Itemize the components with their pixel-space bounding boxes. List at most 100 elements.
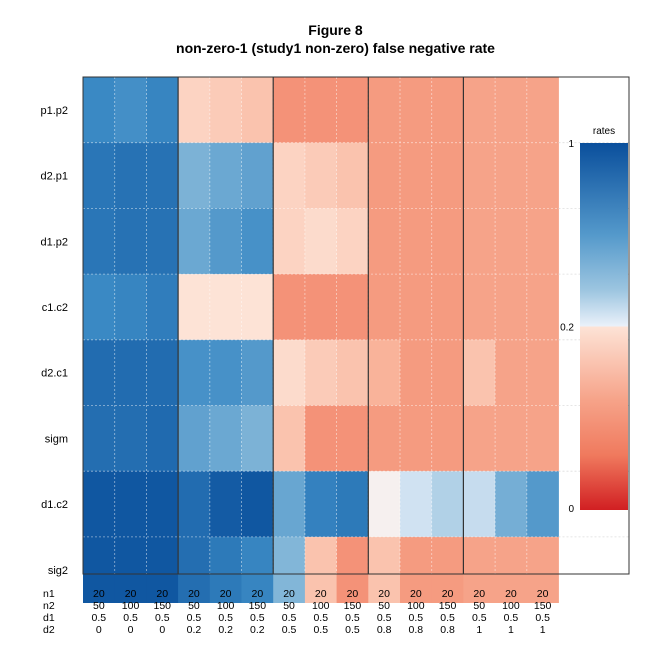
heatmap-cell xyxy=(463,536,496,603)
heatmap-cell xyxy=(495,536,528,603)
heatmap-cell xyxy=(304,536,337,603)
heatmap-cell xyxy=(526,208,559,275)
heatmap-cell xyxy=(400,339,433,406)
heatmap-cell xyxy=(463,405,496,472)
column-label: 1 xyxy=(508,624,514,636)
heatmap-cell xyxy=(178,339,211,406)
heatmap-cell xyxy=(431,536,464,603)
column-label: 100 xyxy=(217,600,235,612)
plot-border xyxy=(82,76,630,575)
heatmap-cell xyxy=(368,471,401,538)
column-label: 100 xyxy=(502,600,520,612)
heatmap-cell xyxy=(368,339,401,406)
x-factor-name: n2 xyxy=(43,600,55,612)
heatmap-cell xyxy=(273,142,306,209)
column-label: 0.5 xyxy=(218,612,233,624)
heatmap-cell xyxy=(463,274,496,341)
column-label: 0.5 xyxy=(123,612,138,624)
figure-subtitle: non-zero-1 (study1 non-zero) false negat… xyxy=(176,40,495,56)
heatmap-cell xyxy=(146,274,179,341)
heatmap-cell xyxy=(526,405,559,472)
heatmap-cell xyxy=(431,274,464,341)
column-label: 20 xyxy=(537,588,549,600)
row-label: c1.c2 xyxy=(42,302,68,314)
heatmap-cell xyxy=(431,339,464,406)
row-label: d1.p2 xyxy=(40,236,68,248)
heatmap-cell xyxy=(114,274,147,341)
heatmap-cell xyxy=(495,208,528,275)
column-label: 0.5 xyxy=(250,612,265,624)
column-label: 20 xyxy=(442,588,454,600)
column-label: 0.5 xyxy=(504,612,519,624)
heatmap-cell xyxy=(83,274,116,341)
heatmap-cell xyxy=(463,471,496,538)
heatmap-cell xyxy=(83,208,116,275)
column-label: 0.5 xyxy=(535,612,550,624)
heatmap-cell xyxy=(495,142,528,209)
figure-title: Figure 8 xyxy=(308,22,363,38)
heatmap-cell xyxy=(526,339,559,406)
legend-colorbar xyxy=(580,143,628,510)
heatmap-cell xyxy=(336,471,369,538)
column-label: 0.5 xyxy=(155,612,170,624)
heatmap-cell xyxy=(209,339,242,406)
legend-tick-label: 0 xyxy=(568,504,574,515)
heatmap-cell xyxy=(146,142,179,209)
heatmap-cell xyxy=(368,77,401,144)
heatmap-cell xyxy=(241,142,274,209)
heatmap-cell xyxy=(178,274,211,341)
column-label: 0 xyxy=(159,624,165,636)
heatmap-cell xyxy=(463,77,496,144)
heatmap-cell xyxy=(304,274,337,341)
legend-title: rates xyxy=(593,126,615,137)
column-label: 20 xyxy=(347,588,359,600)
column-label: 50 xyxy=(283,600,295,612)
heatmap-cell xyxy=(146,536,179,603)
heatmap-cell xyxy=(304,339,337,406)
row-label: d2.p1 xyxy=(40,171,68,183)
heatmap-cell xyxy=(336,208,369,275)
heatmap-cell xyxy=(368,208,401,275)
column-label: 0.5 xyxy=(345,624,360,636)
heatmap-cell xyxy=(495,274,528,341)
heatmap-cell xyxy=(400,274,433,341)
heatmap-cell xyxy=(178,471,211,538)
heatmap-cell xyxy=(114,142,147,209)
heatmap-cell xyxy=(83,471,116,538)
column-label: 50 xyxy=(93,600,105,612)
heatmap-cell xyxy=(114,77,147,144)
heatmap-cell xyxy=(178,142,211,209)
row-label: d1.c2 xyxy=(41,499,68,511)
heatmap-cell xyxy=(400,471,433,538)
heatmap-cell xyxy=(526,536,559,603)
heatmap-cell xyxy=(463,208,496,275)
heatmap-cell xyxy=(336,339,369,406)
heatmap-cell xyxy=(304,405,337,472)
column-label: 20 xyxy=(156,588,168,600)
column-label: 50 xyxy=(188,600,200,612)
heatmap-cell xyxy=(114,471,147,538)
heatmap-cell xyxy=(209,471,242,538)
column-label: 0.5 xyxy=(313,612,328,624)
heatmap-cell xyxy=(431,142,464,209)
heatmap-cell xyxy=(273,536,306,603)
heatmap-cell xyxy=(368,274,401,341)
column-label: 1 xyxy=(540,624,546,636)
column-label: 50 xyxy=(473,600,485,612)
row-label: sigm xyxy=(45,433,68,445)
heatmap-cell xyxy=(304,142,337,209)
heatmap-cell xyxy=(114,339,147,406)
column-label: 0 xyxy=(128,624,134,636)
heatmap-cell xyxy=(146,208,179,275)
row-label: p1.p2 xyxy=(40,105,68,117)
heatmap-cell xyxy=(526,77,559,144)
heatmap-cell xyxy=(209,208,242,275)
heatmap-cell xyxy=(83,536,116,603)
heatmap-cell xyxy=(336,405,369,472)
heatmap-cell xyxy=(431,77,464,144)
column-label: 0.5 xyxy=(282,612,297,624)
column-label: 50 xyxy=(378,600,390,612)
column-label: 0.5 xyxy=(472,612,487,624)
heatmap-cell xyxy=(146,405,179,472)
